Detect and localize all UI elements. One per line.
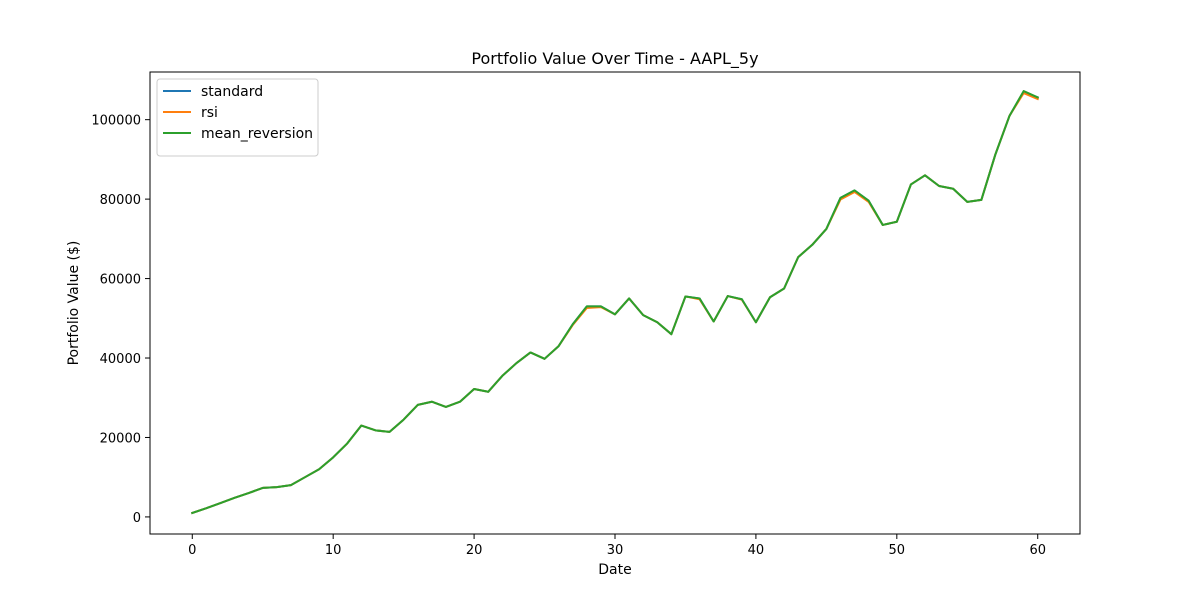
x-tick-label: 20: [466, 543, 483, 558]
x-tick-label: 40: [748, 543, 765, 558]
y-tick-label: 20000: [100, 431, 141, 446]
y-axis: 0 20000 40000 60000 80000 100000: [91, 114, 150, 526]
x-tick-label: 60: [1029, 543, 1046, 558]
legend-label: standard: [201, 84, 263, 100]
y-axis-label: Portfolio Value ($): [66, 241, 82, 366]
legend-label: rsi: [201, 105, 218, 121]
x-tick-label: 50: [889, 543, 906, 558]
x-tick-label: 10: [325, 543, 342, 558]
series-line-mean-reversion: [191, 90, 1040, 515]
legend-label: mean_reversion: [201, 126, 313, 142]
y-tick-label: 40000: [100, 352, 141, 367]
legend-box: [156, 78, 319, 157]
x-axis-label: Date: [598, 562, 631, 578]
y-tick-label: 100000: [91, 114, 141, 129]
x-tick-label: 0: [188, 543, 196, 558]
legend: standard rsi mean_reversion: [156, 78, 319, 157]
y-tick-label: 0: [133, 511, 141, 526]
chart-title: Portfolio Value Over Time - AAPL_5y: [471, 49, 758, 69]
y-tick-label: 80000: [100, 193, 141, 208]
series-layer: [191, 90, 1040, 515]
x-axis: 0 10 20 30 40 50 60: [188, 534, 1046, 558]
y-tick-label: 60000: [100, 273, 141, 288]
x-tick-label: 30: [607, 543, 624, 558]
